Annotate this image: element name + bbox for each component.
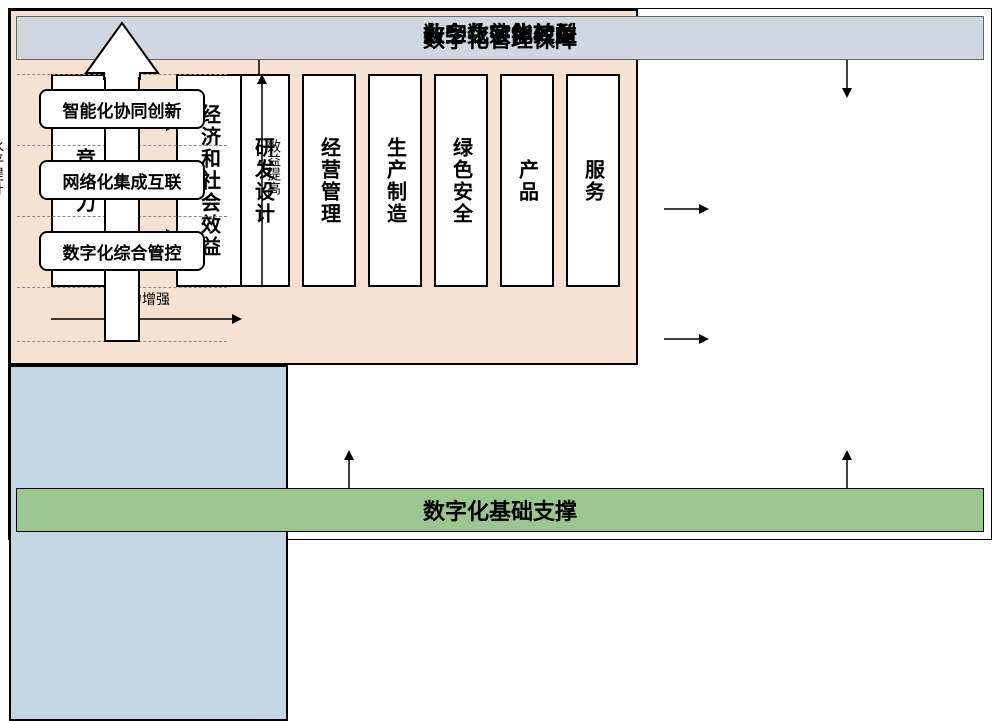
pill-label: 网络化集成互联 [63, 168, 182, 193]
bottom-bar-label: 数字化基础支撑 [423, 494, 577, 526]
arrow-bottom-to-right [837, 450, 857, 488]
col-service: 服务 [566, 74, 620, 287]
col-production: 生产制造 [368, 74, 422, 287]
col-label: 产品 [513, 159, 542, 203]
pill-network-integration: 网络化集成互联 [39, 160, 205, 200]
col-operations: 经营管理 [302, 74, 356, 287]
side-label-level-up: 水平提升 [0, 139, 7, 195]
col-product: 产品 [500, 74, 554, 287]
pill-label: 数字化综合管控 [63, 239, 182, 264]
panel-efficiency-benefit: 数字化效能效益 竞争力 经济和社会效益 能力增强 效益提高 [9, 365, 288, 721]
diagram-frame: 数字化管理保障 数字化基础支撑 业务数字化转型 水平提升 [8, 8, 992, 540]
pill-smart-collab: 智能化协同创新 [39, 89, 205, 129]
panel-business-transformation: 业务数字化转型 水平提升 智能化协同创新 网络化集成互联 数字化综合管控 [9, 9, 638, 365]
col-label: 服务 [579, 159, 608, 203]
pill-digital-control: 数字化综合管控 [39, 231, 205, 271]
col-green-safety: 绿色安全 [434, 74, 488, 287]
arrow-bottom-to-left [339, 450, 359, 488]
col-label: 绿色安全 [447, 137, 476, 225]
col-label: 生产制造 [381, 137, 410, 225]
up-arrow-head [86, 23, 158, 79]
arrow-top-to-right [837, 60, 857, 98]
arrow-left-to-right-top [664, 199, 709, 219]
arrow-left-to-right-bottom [664, 329, 709, 349]
arrow-capability [51, 309, 242, 329]
side-label-benefit-up: 效益提高 [264, 139, 284, 195]
bottom-bar: 数字化基础支撑 [16, 488, 984, 532]
pill-label: 智能化协同创新 [63, 97, 182, 122]
up-arrow-base [102, 339, 142, 343]
col-label: 经营管理 [315, 137, 344, 225]
